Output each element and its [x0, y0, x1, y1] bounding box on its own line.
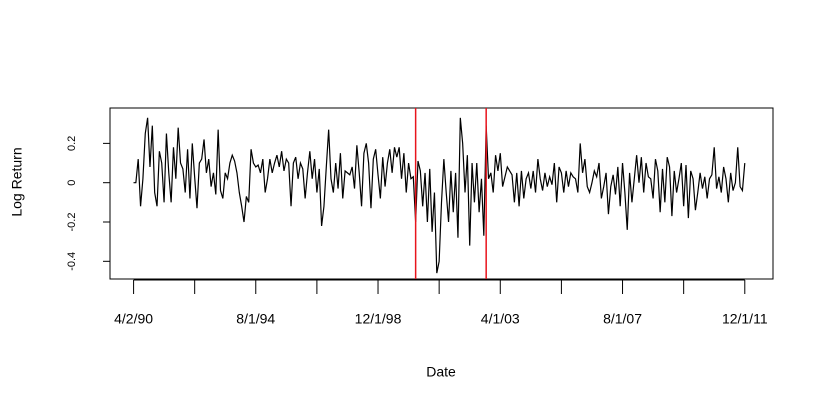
y-tick-label: 0 [66, 180, 78, 186]
plot-frame [109, 107, 774, 280]
x-tick-label: 4/2/90 [114, 311, 153, 327]
x-tick-label: 4/1/03 [481, 311, 520, 327]
x-tick-label: 8/1/94 [236, 311, 275, 327]
y-tick-label: -0.2 [66, 213, 78, 232]
x-tick-label: 12/1/98 [355, 311, 402, 327]
x-tick-label: 12/1/11 [722, 311, 768, 327]
x-tick-label: 8/1/07 [603, 311, 642, 327]
x-axis-label: Date [426, 364, 456, 380]
data-line [133, 117, 746, 274]
y-tick-label: 0.2 [66, 136, 78, 151]
y-axis-label: Log Return [9, 147, 25, 216]
y-tick-label: -0.4 [66, 252, 78, 271]
